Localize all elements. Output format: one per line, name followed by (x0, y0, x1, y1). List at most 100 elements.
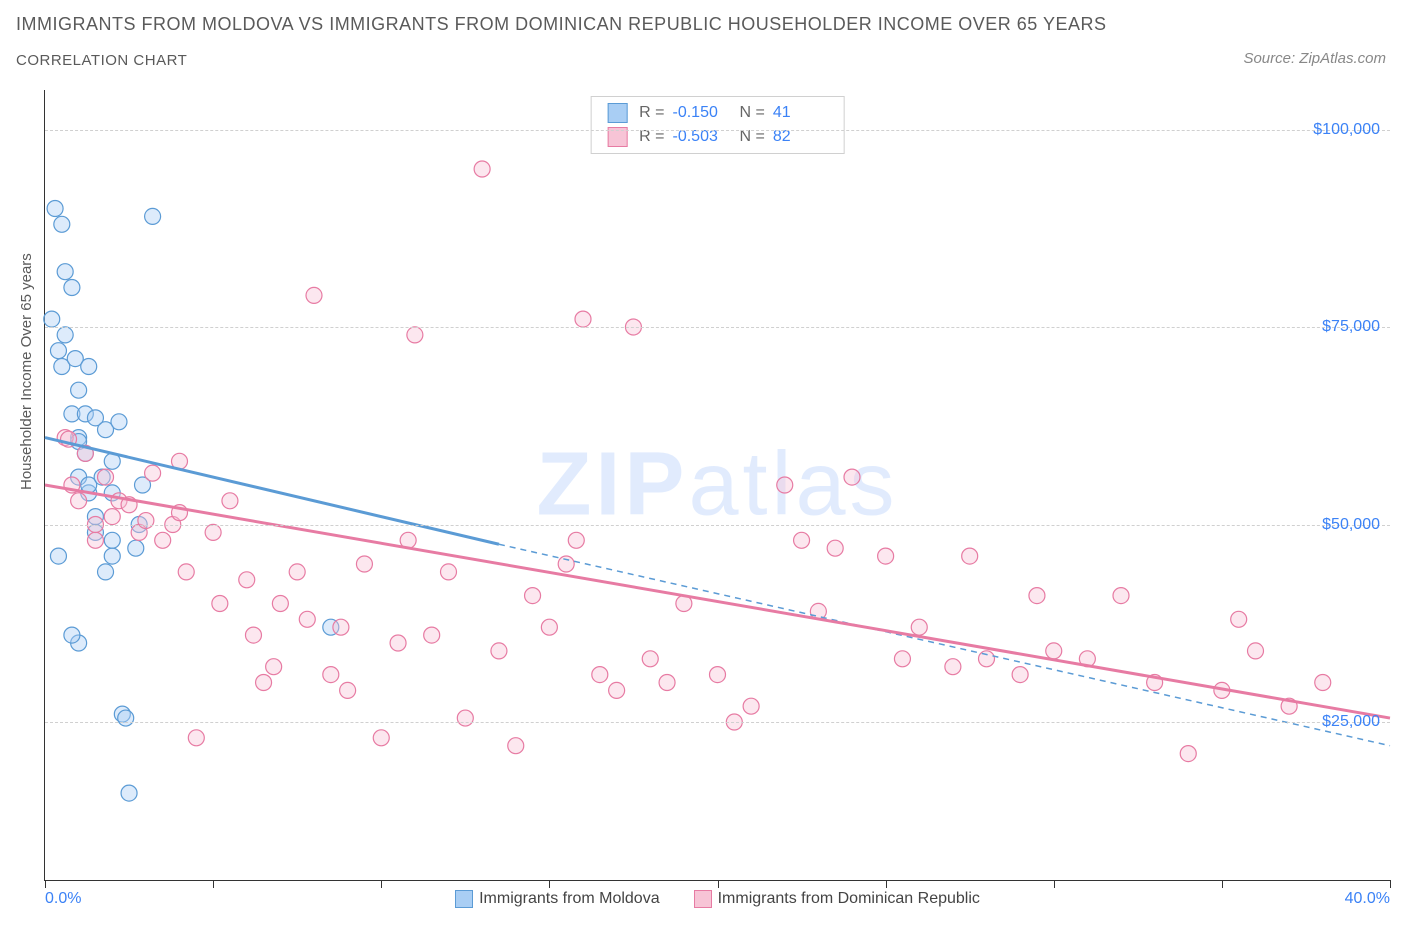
data-point-dominican (525, 588, 541, 604)
x-tick (1222, 880, 1223, 888)
data-point-moldova (81, 359, 97, 375)
data-point-dominican (155, 532, 171, 548)
data-point-dominican (222, 493, 238, 509)
data-point-dominican (245, 627, 261, 643)
data-point-moldova (98, 564, 114, 580)
data-point-dominican (266, 659, 282, 675)
data-point-dominican (794, 532, 810, 548)
data-point-dominican (894, 651, 910, 667)
data-point-dominican (710, 667, 726, 683)
scatter-svg (45, 90, 1390, 880)
x-tick (549, 880, 550, 888)
data-point-dominican (205, 524, 221, 540)
data-point-moldova (104, 532, 120, 548)
data-point-moldova (128, 540, 144, 556)
data-point-dominican (642, 651, 658, 667)
data-point-dominican (424, 627, 440, 643)
data-point-moldova (64, 280, 80, 296)
grid-line (45, 525, 1390, 526)
x-tick (381, 880, 382, 888)
y-tick-label: $75,000 (1322, 318, 1380, 336)
data-point-dominican (575, 311, 591, 327)
data-point-dominican (1046, 643, 1062, 659)
data-point-dominican (777, 477, 793, 493)
x-tick (213, 880, 214, 888)
plot-area: ZIPatlas R = -0.150 N = 41 R = -0.503 N … (44, 90, 1390, 881)
legend-label-moldova: Immigrants from Moldova (479, 890, 660, 908)
data-point-moldova (50, 343, 66, 359)
data-point-moldova (104, 548, 120, 564)
data-point-dominican (827, 540, 843, 556)
legend-item-dominican: Immigrants from Dominican Republic (694, 890, 980, 908)
data-point-dominican (491, 643, 507, 659)
data-point-dominican (104, 509, 120, 525)
data-point-dominican (1315, 675, 1331, 691)
data-point-dominican (188, 730, 204, 746)
data-point-dominican (474, 161, 490, 177)
grid-line (45, 130, 1390, 131)
data-point-dominican (541, 619, 557, 635)
data-point-moldova (121, 785, 137, 801)
data-point-moldova (54, 216, 70, 232)
legend-swatch-moldova (455, 890, 473, 908)
data-point-moldova (57, 327, 73, 343)
x-tick-label: 0.0% (45, 890, 81, 908)
data-point-dominican (979, 651, 995, 667)
data-point-dominican (743, 698, 759, 714)
x-tick (718, 880, 719, 888)
data-point-dominican (299, 611, 315, 627)
stats-row-moldova: R = -0.150 N = 41 (607, 101, 828, 125)
y-tick-label: $25,000 (1322, 713, 1380, 731)
data-point-dominican (390, 635, 406, 651)
data-point-dominican (844, 469, 860, 485)
data-point-dominican (457, 710, 473, 726)
data-point-dominican (508, 738, 524, 754)
data-point-dominican (145, 465, 161, 481)
legend-swatch-dominican (694, 890, 712, 908)
x-tick-label: 40.0% (1345, 890, 1390, 908)
data-point-moldova (64, 627, 80, 643)
swatch-moldova (607, 103, 627, 123)
data-point-dominican (272, 596, 288, 612)
x-tick (1054, 880, 1055, 888)
data-point-dominican (407, 327, 423, 343)
data-point-dominican (568, 532, 584, 548)
data-point-dominican (289, 564, 305, 580)
data-point-dominican (98, 469, 114, 485)
data-point-dominican (609, 682, 625, 698)
y-tick-label: $100,000 (1313, 121, 1380, 139)
chart-title: IMMIGRANTS FROM MOLDOVA VS IMMIGRANTS FR… (16, 14, 1106, 35)
data-point-dominican (178, 564, 194, 580)
x-tick (1390, 880, 1391, 888)
data-point-moldova (50, 548, 66, 564)
legend-bottom: Immigrants from Moldova Immigrants from … (45, 890, 1390, 908)
x-tick (886, 880, 887, 888)
y-axis-label: Householder Income Over 65 years (18, 253, 35, 490)
data-point-moldova (145, 208, 161, 224)
data-point-dominican (962, 548, 978, 564)
source-attribution: Source: ZipAtlas.com (1243, 50, 1386, 67)
data-point-moldova (57, 264, 73, 280)
correlation-stats-box: R = -0.150 N = 41 R = -0.503 N = 82 (590, 96, 845, 154)
data-point-dominican (1012, 667, 1028, 683)
grid-line (45, 722, 1390, 723)
data-point-dominican (1248, 643, 1264, 659)
data-point-dominican (592, 667, 608, 683)
data-point-dominican (441, 564, 457, 580)
data-point-dominican (945, 659, 961, 675)
data-point-dominican (333, 619, 349, 635)
data-point-dominican (1029, 588, 1045, 604)
data-point-dominican (306, 287, 322, 303)
data-point-moldova (71, 382, 87, 398)
chart-subtitle: CORRELATION CHART (16, 52, 187, 69)
x-tick (45, 880, 46, 888)
data-point-dominican (71, 493, 87, 509)
data-point-dominican (87, 532, 103, 548)
data-point-dominican (1180, 746, 1196, 762)
data-point-dominican (1231, 611, 1247, 627)
grid-line (45, 327, 1390, 328)
chart-container: IMMIGRANTS FROM MOLDOVA VS IMMIGRANTS FR… (0, 0, 1406, 930)
data-point-moldova (47, 201, 63, 217)
data-point-dominican (239, 572, 255, 588)
legend-item-moldova: Immigrants from Moldova (455, 890, 660, 908)
